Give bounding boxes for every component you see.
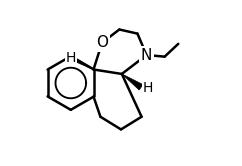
Text: O: O	[96, 35, 108, 50]
Text: H: H	[66, 51, 76, 65]
Polygon shape	[122, 74, 143, 90]
Text: H: H	[143, 81, 153, 95]
Text: N: N	[141, 47, 152, 63]
